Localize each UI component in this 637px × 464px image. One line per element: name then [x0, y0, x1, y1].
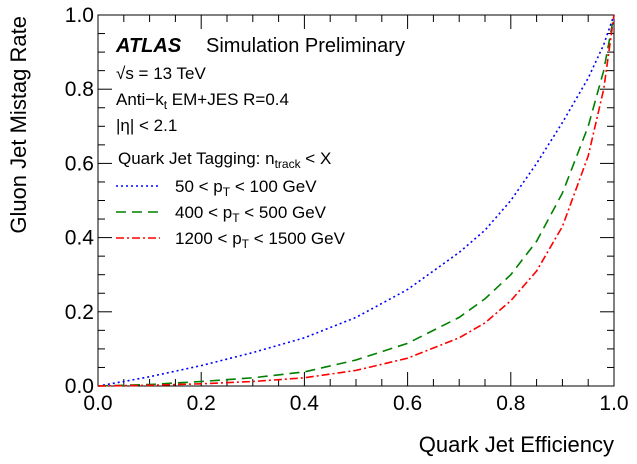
atlas-annotations: ATLAS Simulation Preliminary √s = 13 TeV…: [115, 35, 405, 135]
x-tick-label: 0.2: [187, 392, 216, 415]
status-label: Simulation Preliminary: [206, 35, 405, 57]
x-tick-label: 0.4: [290, 392, 320, 415]
y-tick-label: 0.6: [65, 152, 94, 175]
legend-entry-3: 1200 < pT < 1500 GeV: [175, 229, 346, 251]
y-tick-label: 0.8: [65, 78, 94, 101]
eta-label: |η| < 2.1: [116, 116, 177, 135]
y-tick-label: 1.0: [65, 4, 94, 27]
y-tick-label: 0.2: [65, 301, 94, 324]
legend: Quark Jet Tagging: ntrack < X 50 < pT < …: [116, 149, 346, 251]
y-tick-label: 0.0: [65, 375, 94, 398]
y-tick-label: 0.4: [65, 227, 95, 250]
legend-header: Quark Jet Tagging: ntrack < X: [118, 149, 331, 171]
atlas-label: ATLAS: [115, 35, 182, 57]
x-tick-label: 1.0: [599, 392, 628, 415]
series-line-3: [97, 14, 615, 387]
legend-entry-2: 400 < pT < 500 GeV: [175, 203, 327, 225]
x-tick-label: 0.6: [393, 392, 422, 415]
x-axis-title: Quark Jet Efficiency: [419, 432, 614, 457]
x-tick-label: 0.0: [83, 392, 112, 415]
algo-label: Anti−kt EM+JES R=0.4: [116, 90, 289, 112]
y-axis-title: Gluon Jet Mistag Rate: [6, 16, 31, 234]
x-tick-label: 0.8: [496, 392, 525, 415]
legend-entry-1: 50 < pT < 100 GeV: [175, 177, 317, 199]
series-line-2: [97, 14, 615, 387]
axes: 0.0 0.2 0.4 0.6 0.8 1.0 0.0 0.2 0.4 0.6 0.8 1.0: [65, 4, 629, 415]
series-group: [97, 14, 615, 387]
energy-label: √s = 13 TeV: [116, 64, 206, 83]
